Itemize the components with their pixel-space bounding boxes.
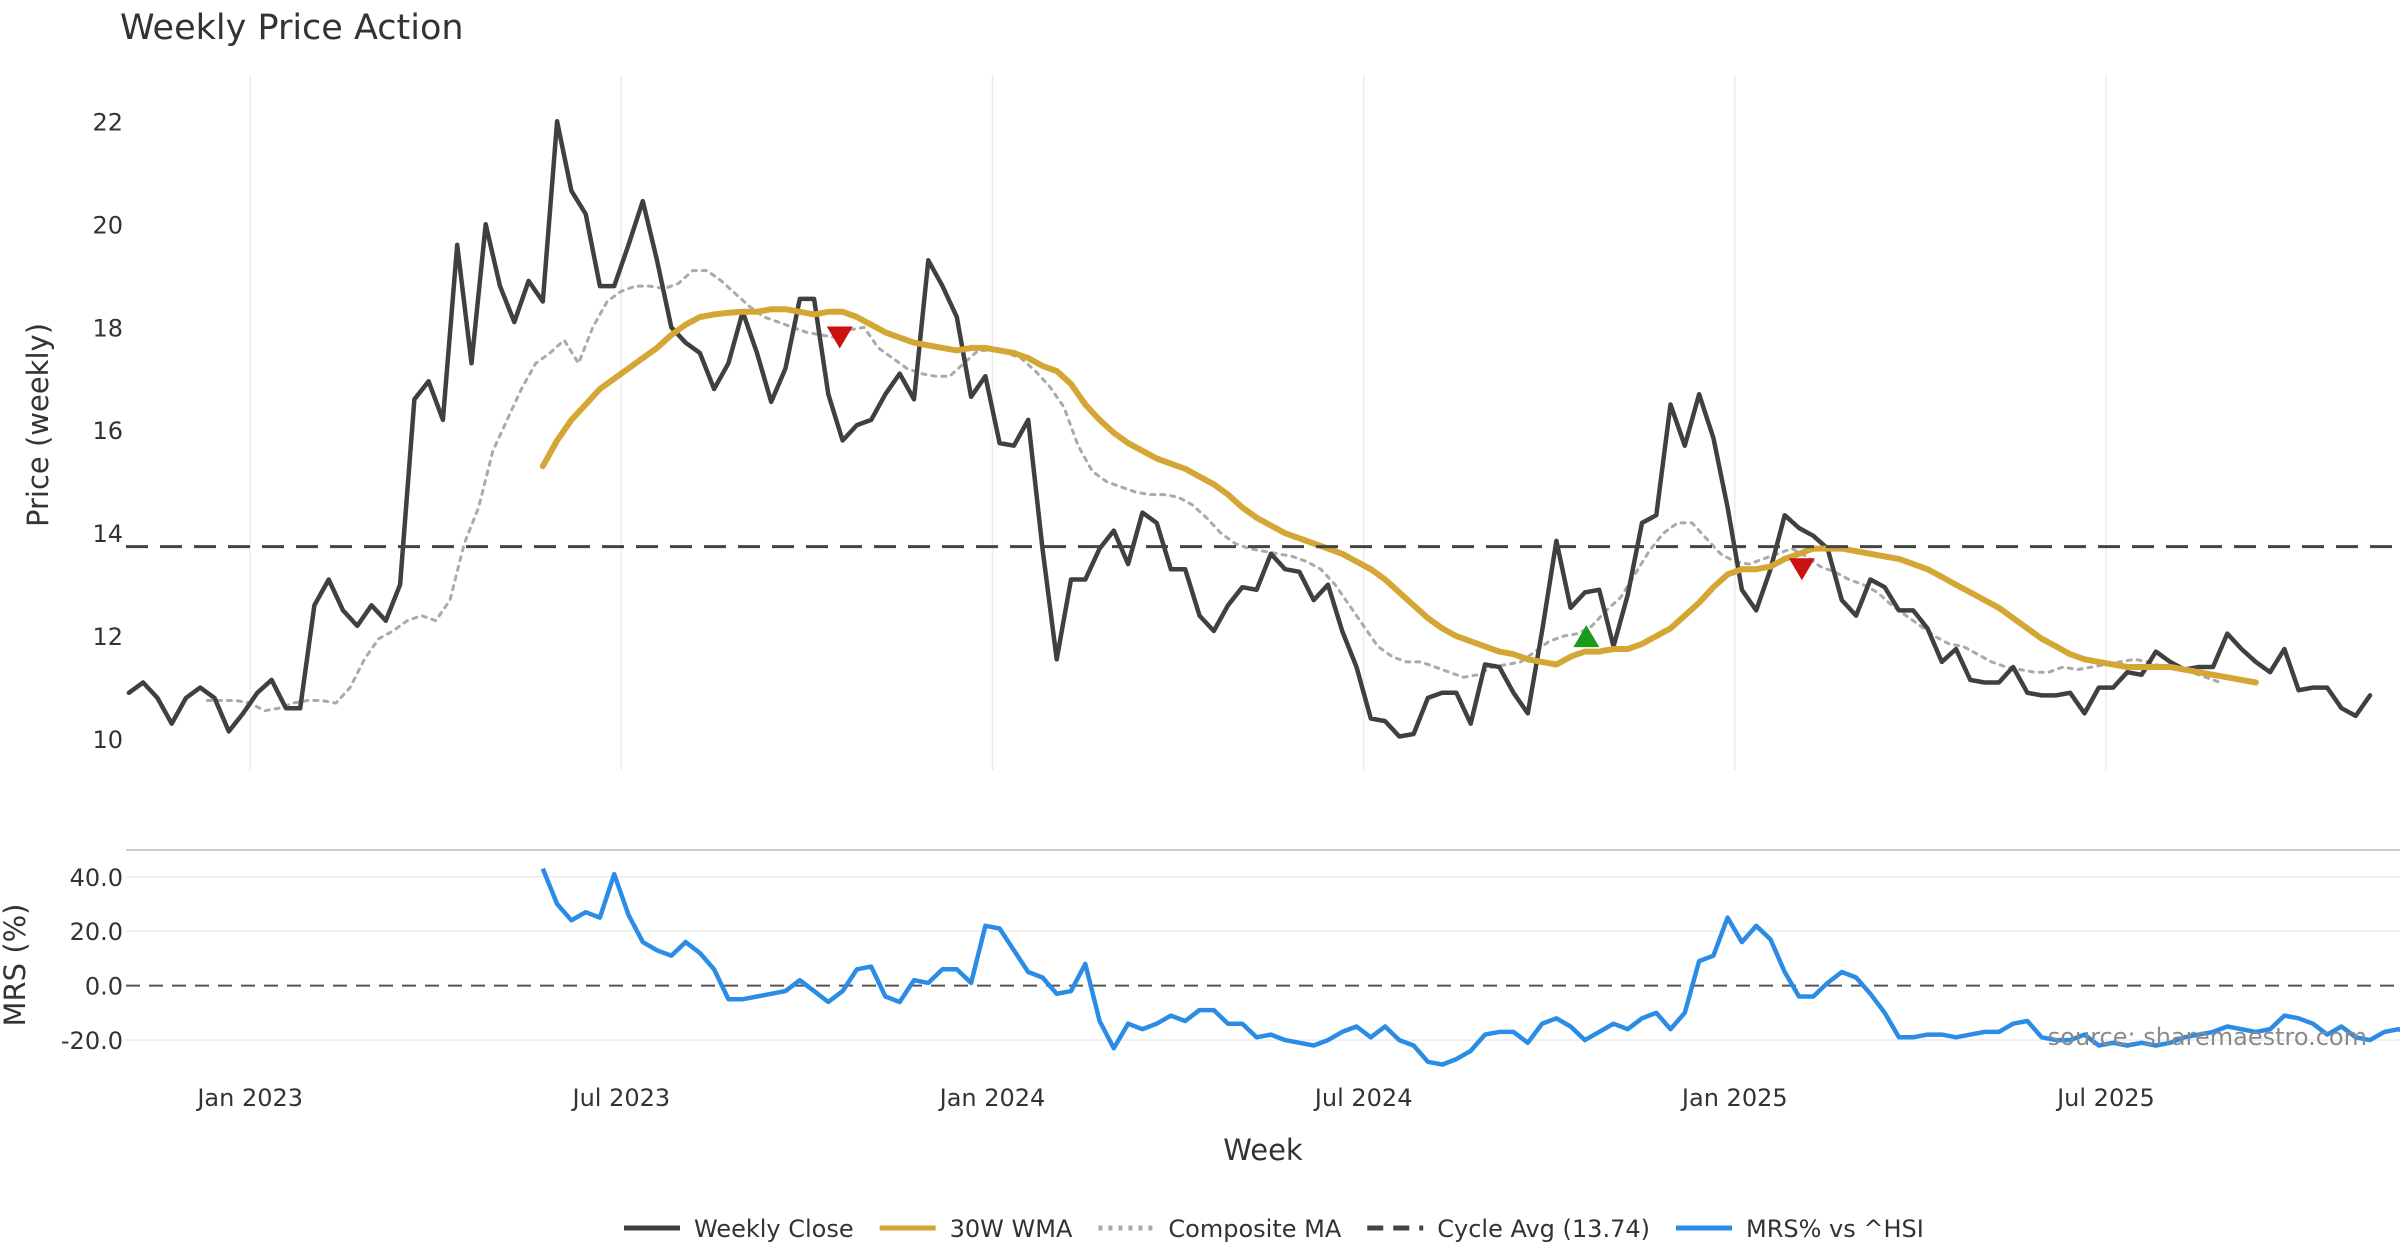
x-tick-label: Jul 2023 [571,1084,671,1112]
signal-markers [826,326,1815,648]
price-y-tick-label: 14 [92,520,123,548]
price-y-tick-label: 10 [92,726,123,754]
legend: Weekly Close 30W WMA Composite MA Cycle Avg… [624,1215,1924,1243]
mrs-vs-hsi-line [540,867,2400,1067]
mrs-y-tick-label: 0.0 [85,973,123,1001]
composite-ma-line [205,269,2222,713]
x-axis-label: Week [1223,1133,1303,1167]
mrs-y-axis-label: MRS (%) [0,904,32,1027]
x-tick-label: Jul 2025 [2055,1084,2155,1112]
legend-label: Composite MA [1168,1215,1341,1243]
legend-label: 30W WMA [950,1215,1073,1243]
sell-signal-marker [826,326,853,349]
price-y-tick-label: 18 [92,314,123,342]
weekly-close-line [126,119,2373,739]
x-ticks: Jan 2023 Jul 2023 Jan 2024 Jul 2024 Jan 2025… [195,1084,2154,1112]
mrs-y-ticks: 40.0 20.0 0.0 -20.0 [61,864,123,1055]
price-y-tick-label: 12 [92,623,123,651]
mrs-series-group [540,867,2400,1067]
x-tick-label: Jan 2024 [938,1084,1046,1112]
x-tick-label: Jul 2024 [1313,1084,1413,1112]
x-tick-label: Jan 2025 [1680,1084,1788,1112]
legend-label: Weekly Close [694,1215,854,1243]
legend-label: MRS% vs ^HSI [1746,1215,1924,1243]
sell-signal-marker [1788,558,1815,581]
source-note: source: sharemaestro.com [2048,1023,2367,1051]
30w-wma-line [539,306,2259,686]
buy-signal-marker [1573,625,1600,648]
price-y-ticks: 10 12 14 16 18 20 22 [92,108,123,754]
price-y-tick-label: 22 [92,108,123,136]
price-y-axis-label: Price (weekly) [21,323,55,527]
price-y-tick-label: 16 [92,417,123,445]
price-gridlines [249,75,2107,770]
mrs-gridlines [126,876,2400,1041]
price-y-tick-label: 20 [92,211,123,239]
mrs-y-tick-label: -20.0 [61,1027,123,1055]
mrs-y-tick-label: 40.0 [70,864,123,892]
chart-title: Weekly Price Action [120,8,464,48]
price-series-group [126,119,2400,739]
legend-label: Cycle Avg (13.74) [1437,1215,1650,1243]
mrs-y-tick-label: 20.0 [70,918,123,946]
x-tick-label: Jan 2023 [195,1084,303,1112]
